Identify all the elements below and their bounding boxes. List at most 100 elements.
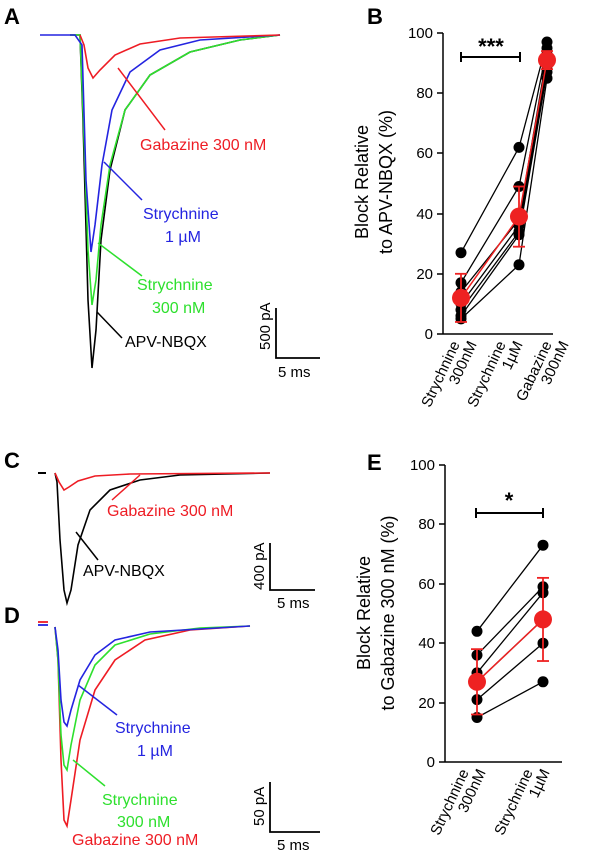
scalebar-d-x-label: 5 ms — [277, 837, 310, 853]
pointer-a-strychnine-1um — [103, 161, 143, 201]
pointer-c-gabazine — [111, 474, 141, 501]
chart-e-ylabel-line1: Block Relative — [354, 556, 374, 670]
chart-b-significance: *** — [460, 34, 521, 62]
traces-c — [38, 472, 271, 607]
label-a-strychnine-1um-line1: Strychnine — [143, 206, 219, 223]
chart-b-mean-point-1 — [510, 207, 528, 226]
label-a-strychnine-1um-line2: 1 µM — [165, 229, 201, 246]
chart-b-ytick-label-40: 40 — [416, 206, 433, 223]
scalebar-a-x-label: 5 ms — [278, 364, 311, 381]
chart-b-ytick-label-100: 100 — [408, 25, 433, 42]
scalebar-c-lines — [269, 543, 315, 591]
annotations-c: Gabazine 300 nM APV-NBQX — [75, 474, 233, 580]
chart-e-mean-point-1 — [534, 610, 552, 629]
annotations-d: Strychnine 1 µM Strychnine 300 nM Gabazi… — [72, 684, 198, 849]
chart-e-point-5-1 — [537, 676, 549, 688]
panel-label-b: B — [367, 4, 383, 29]
chart-e-ylabel-line2: to Gabazine 300 nM (%) — [378, 515, 398, 710]
label-d-strychnine-1um-line2: 1 µM — [137, 743, 173, 760]
chart-e-marks — [468, 539, 552, 723]
chart-e: 0 20 40 60 80 100 Block Relative to Gaba… — [354, 457, 562, 838]
chart-b-pair-line-4 — [460, 65, 548, 311]
chart-e-mean-point-0 — [468, 672, 486, 691]
panel-label-e: E — [367, 450, 382, 475]
traces-d — [38, 621, 251, 829]
chart-b-pair-line-3 — [460, 59, 548, 305]
chart-e-significance: * — [475, 488, 544, 518]
chart-b-ytick-label-80: 80 — [416, 85, 433, 102]
trace-d-gabazine — [54, 625, 251, 829]
chart-b-marks — [452, 36, 556, 325]
chart-e-ytick-label-20: 20 — [418, 695, 435, 712]
chart-b-point-6-1 — [513, 259, 525, 271]
chart-b-mean-point-0 — [452, 288, 470, 307]
label-d-strychnine-300nm-line2: 300 nM — [117, 814, 170, 831]
chart-e-ytick-label-0: 0 — [427, 754, 435, 771]
trace-a-strychnine-300nm — [70, 34, 281, 306]
chart-e-sig-bracket — [475, 508, 544, 518]
scalebar-d-lines — [269, 782, 320, 833]
chart-e-point-0-1 — [537, 539, 549, 551]
chart-b-point-0-1 — [513, 141, 525, 153]
annotations-a: Gabazine 300 nM Strychnine 1 µM Strychni… — [96, 67, 266, 351]
label-a-gabazine: Gabazine 300 nM — [140, 137, 266, 154]
panel-label-c: C — [4, 448, 20, 473]
chart-b-mean-point-2 — [538, 51, 556, 70]
scalebar-c: 400 pA 5 ms — [251, 542, 315, 612]
label-a-apv-nbqx: APV-NBQX — [125, 334, 207, 351]
chart-e-point-0-0 — [471, 625, 483, 637]
trace-a-strychnine-1um — [40, 34, 281, 253]
chart-e-pair-line-5 — [476, 681, 544, 719]
chart-b-ylabel-line2: to APV-NBQX (%) — [376, 110, 396, 254]
label-d-strychnine-300nm-line1: Strychnine — [102, 792, 178, 809]
chart-b-ytick-label-60: 60 — [416, 145, 433, 162]
panel-label-d: D — [4, 603, 20, 628]
chart-e-mean-line — [476, 618, 544, 683]
chart-e-pair-line-1 — [476, 586, 544, 656]
pointer-a-strychnine-300nm — [97, 242, 143, 277]
chart-e-ytick-label-40: 40 — [418, 635, 435, 652]
scalebar-a: 500 pA 5 ms — [257, 302, 320, 381]
chart-b-sig-bracket — [460, 52, 521, 62]
chart-e-ytick-label-60: 60 — [418, 576, 435, 593]
scalebar-a-y-label: 500 pA — [257, 302, 274, 350]
chart-b-category-labels: Strychnine 300nM Strychnine 1µM Gabazine… — [418, 339, 572, 410]
pointer-a-gabazine — [117, 67, 166, 131]
chart-e-pair-line-0 — [476, 544, 544, 632]
label-d-strychnine-1um-line1: Strychnine — [115, 720, 191, 737]
chart-b: 0 20 40 60 80 100 Block Relative to APV-… — [352, 25, 573, 410]
chart-e-sig-label: * — [505, 488, 514, 513]
chart-e-ytick-label-100: 100 — [410, 457, 435, 474]
chart-e-pair-line-4 — [476, 642, 544, 701]
trace-d-strychnine-1um — [54, 625, 251, 728]
chart-b-yticks: 0 20 40 60 80 100 — [408, 25, 443, 343]
label-a-strychnine-300nm-line1: Strychnine — [137, 277, 213, 294]
chart-b-ytick-label-20: 20 — [416, 266, 433, 283]
scalebar-d: 50 pA 5 ms — [251, 782, 320, 853]
traces-a — [40, 34, 281, 369]
label-c-apv-nbqx: APV-NBQX — [83, 563, 165, 580]
pointer-a-apv-nbqx — [96, 311, 123, 339]
trace-a-apv-nbqx — [70, 34, 281, 369]
chart-b-ytick-label-0: 0 — [425, 326, 433, 343]
chart-b-point-0-0 — [455, 247, 467, 259]
trace-d-strychnine-300nm — [54, 625, 251, 773]
chart-b-ylabel-line1: Block Relative — [352, 125, 372, 239]
trace-c-gabazine — [54, 472, 271, 492]
trace-c-apv-nbqx — [54, 472, 271, 607]
scalebar-c-x-label: 5 ms — [277, 595, 310, 612]
chart-e-category-labels: Strychnine 300nM Strychnine 1µM — [427, 767, 553, 838]
label-a-strychnine-300nm-line2: 300 nM — [152, 300, 205, 317]
chart-e-ytick-label-80: 80 — [418, 516, 435, 533]
chart-b-sig-label: *** — [478, 34, 504, 59]
trace-a-gabazine — [79, 34, 281, 80]
pointer-d-strychnine-300nm — [72, 759, 106, 787]
chart-e-cat-1-line1: Strychnine — [491, 767, 536, 838]
pointer-d-strychnine-1um — [77, 684, 118, 716]
pointer-c-apv-nbqx — [75, 531, 99, 561]
panel-label-a: A — [4, 4, 20, 29]
scalebar-d-y-label: 50 pA — [251, 787, 268, 826]
scalebar-c-y-label: 400 pA — [251, 542, 268, 590]
label-c-gabazine: Gabazine 300 nM — [107, 503, 233, 520]
